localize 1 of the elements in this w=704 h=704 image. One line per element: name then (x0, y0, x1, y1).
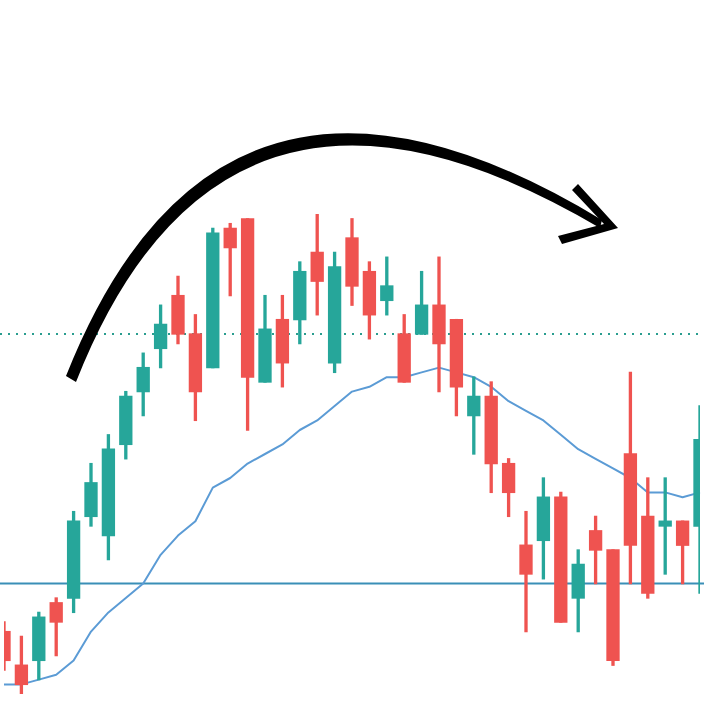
candlestick (519, 510, 533, 633)
